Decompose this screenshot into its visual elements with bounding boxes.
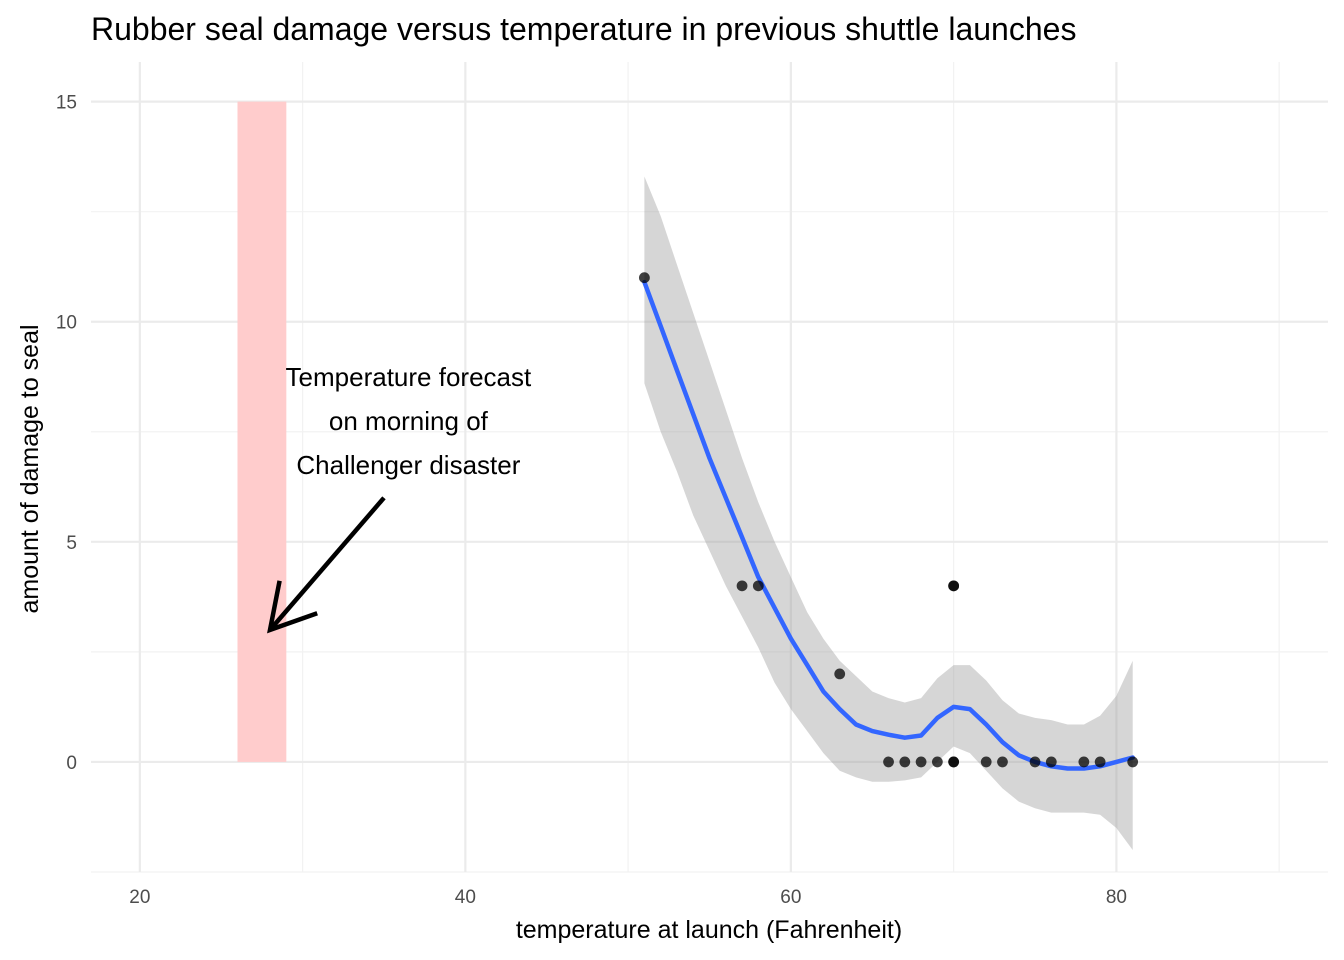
- x-tick-label: 60: [780, 887, 801, 908]
- confidence-band: [644, 176, 1133, 850]
- x-tick-label: 40: [455, 887, 476, 908]
- y-axis-tick-labels: 0 5 10 15: [56, 93, 77, 774]
- y-tick-label: 0: [66, 753, 77, 774]
- data-point: [1127, 756, 1139, 768]
- annotation-text-line: Temperature forecast: [286, 362, 532, 392]
- annotation-arrow-shaft: [268, 496, 386, 632]
- data-point: [980, 756, 992, 768]
- data-point: [948, 580, 960, 592]
- data-point: [1094, 756, 1106, 768]
- x-axis-tick-labels: 20 40 60 80: [129, 887, 1127, 908]
- data-point: [931, 756, 943, 768]
- chart-title: Rubber seal damage versus temperature in…: [91, 11, 1076, 47]
- y-axis-title: amount of damage to seal: [16, 324, 44, 613]
- x-axis-title: temperature at launch (Fahrenheit): [516, 916, 902, 944]
- data-point: [997, 756, 1008, 768]
- forecast-temperature-band: [237, 101, 287, 762]
- annotation: Temperature forecast on morning of Challen…: [267, 362, 532, 634]
- y-tick-label: 15: [56, 93, 77, 114]
- y-tick-label: 10: [56, 313, 77, 334]
- data-point: [948, 756, 960, 768]
- data-point: [1045, 756, 1057, 768]
- annotation-text-line: Challenger disaster: [296, 450, 520, 480]
- x-tick-label: 20: [129, 887, 150, 908]
- annotation-text-line: on morning of: [329, 406, 489, 436]
- data-point: [752, 580, 764, 592]
- data-points: [638, 272, 1139, 768]
- data-point: [638, 272, 650, 284]
- data-point: [899, 756, 911, 768]
- data-point: [736, 580, 748, 592]
- x-tick-label: 80: [1106, 887, 1127, 908]
- highlight-region: [237, 101, 287, 762]
- data-point: [1029, 756, 1041, 768]
- data-point: [915, 756, 927, 768]
- annotation-arrow-head: [267, 580, 318, 634]
- data-point: [1078, 756, 1090, 768]
- y-tick-label: 5: [66, 533, 77, 554]
- data-point: [834, 668, 846, 680]
- data-point: [883, 756, 894, 768]
- minor-gridlines: [91, 62, 1328, 873]
- confidence-ribbon: [644, 176, 1133, 850]
